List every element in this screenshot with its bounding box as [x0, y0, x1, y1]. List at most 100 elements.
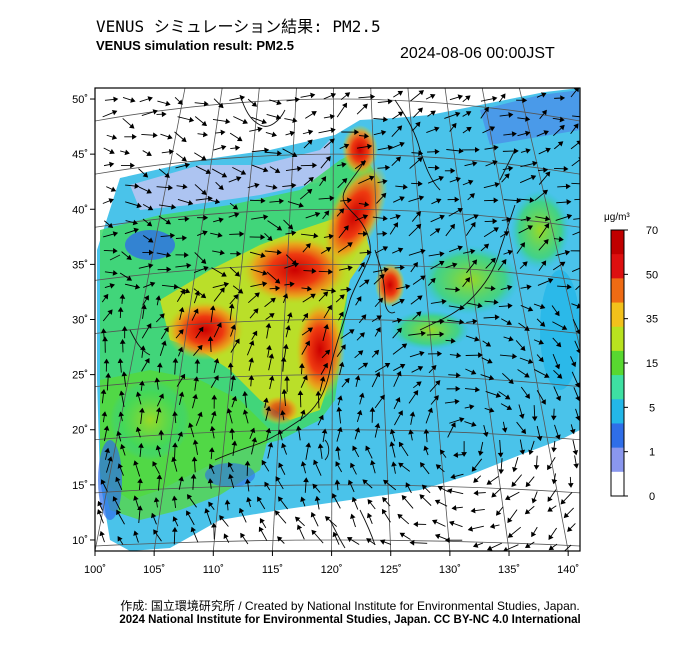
wind-arrowhead: [441, 298, 447, 305]
wind-arrowhead: [103, 425, 110, 431]
wind-arrowhead: [314, 495, 321, 502]
wind-arrowhead: [230, 324, 236, 330]
wind-arrowhead: [100, 389, 107, 395]
meridian: [331, 88, 334, 551]
wind-arrowhead: [470, 248, 476, 255]
wind-arrowhead: [450, 338, 456, 344]
wind-arrowhead: [263, 214, 269, 220]
wind-arrowhead: [181, 156, 187, 162]
wind-arrowhead: [109, 148, 115, 155]
parallel: [95, 374, 580, 388]
wind-arrowhead: [455, 372, 461, 379]
wind-arrowhead: [124, 149, 130, 156]
lon-tick-label: 120˚: [321, 564, 343, 576]
wind-arrowhead: [149, 249, 154, 256]
meridian: [518, 88, 580, 350]
wind-arrowhead: [111, 134, 118, 140]
wind-arrowhead: [261, 459, 267, 466]
wind-arrowhead: [472, 542, 479, 548]
wind-arrowhead: [566, 213, 573, 220]
wind-arrowhead: [551, 479, 558, 485]
colorbar-swatch: [611, 447, 624, 473]
wind-arrowhead: [310, 293, 316, 299]
wind-arrowhead: [544, 372, 550, 378]
wind-arrowhead: [399, 264, 405, 271]
wind-arrowhead: [470, 221, 476, 228]
wind-arrowhead: [538, 356, 544, 363]
wind-arrowhead: [335, 446, 341, 452]
wind-arrowhead: [294, 516, 301, 522]
wind-arrowhead: [277, 496, 284, 502]
wind-arrowhead: [531, 498, 537, 504]
wind-arrowhead: [374, 422, 381, 429]
wind-arrowhead: [265, 322, 272, 329]
colorbar-unit: μg/m³: [604, 212, 630, 223]
meridian: [95, 88, 186, 551]
wind-arrowhead: [495, 392, 502, 398]
wind-arrowhead: [527, 358, 534, 364]
wind-arrowhead: [200, 293, 207, 299]
wind-arrowhead: [455, 385, 461, 392]
wind-arrowhead: [464, 277, 471, 283]
wind-arrowhead: [213, 358, 220, 364]
parallel: [95, 208, 580, 228]
wind-arrowhead: [522, 261, 528, 267]
wind-arrowhead: [382, 178, 388, 185]
wind-arrowhead: [147, 96, 153, 102]
wind-arrowhead: [307, 327, 314, 333]
wind-arrowhead: [97, 500, 103, 507]
wind-arrowhead: [275, 476, 281, 482]
wind-arrowhead: [186, 494, 193, 500]
lat-tick-label: 20˚: [72, 425, 88, 437]
wind-arrowhead: [305, 243, 311, 249]
wind-arrowhead: [330, 127, 336, 134]
wind-arrowhead: [420, 330, 426, 337]
wind-arrowhead: [508, 336, 514, 342]
wind-arrowhead: [506, 319, 512, 325]
wind-arrowhead: [365, 445, 371, 451]
meridian: [153, 88, 223, 551]
title-japanese: VENUS シミュレーション結果: PM2.5: [96, 17, 381, 36]
wind-arrowhead: [172, 410, 178, 417]
wind-arrowhead: [352, 445, 358, 452]
wind-arrowhead: [528, 449, 534, 455]
wind-arrowhead: [203, 100, 209, 107]
wind-arrowhead: [350, 513, 356, 520]
wind-arrowhead: [155, 444, 162, 451]
wind-arrowhead: [237, 288, 244, 294]
wind-arrowhead: [459, 318, 465, 325]
wind-arrowhead: [300, 496, 306, 502]
wind-arrowhead: [495, 510, 502, 516]
wind-arrowhead: [531, 416, 538, 422]
wind-arrowhead: [338, 311, 344, 318]
wind-arrowhead: [530, 174, 537, 181]
wind-arrowhead: [482, 431, 489, 438]
wind-arrowhead: [492, 95, 498, 102]
wind-arrowhead: [170, 232, 176, 239]
wind-arrowhead: [117, 358, 124, 364]
wind-arrowhead: [409, 411, 416, 417]
wind-arrowhead: [272, 184, 278, 190]
wind-arrowhead: [342, 102, 348, 109]
wind-arrowhead: [208, 501, 214, 508]
wind-arrowhead: [435, 380, 441, 386]
wind-arrowhead: [318, 414, 324, 421]
wind-arrowhead: [560, 499, 566, 505]
wind-arrowhead: [393, 222, 399, 228]
wind-arrowhead: [178, 306, 185, 313]
wind-arrowhead: [536, 435, 543, 442]
wind-arrowhead: [296, 524, 303, 531]
lon-tick-label: 105˚: [143, 564, 165, 576]
wind-arrowhead: [382, 246, 389, 252]
wind-arrowhead: [381, 508, 387, 515]
wind-arrowhead: [506, 216, 512, 223]
wind-arrowhead: [323, 323, 329, 330]
wind-arrowhead: [451, 505, 457, 511]
wind-arrowhead: [220, 129, 226, 136]
wind-arrowhead: [540, 399, 546, 405]
wind-arrowhead: [276, 249, 282, 256]
wind-arrowhead: [511, 131, 517, 137]
wind-arrowhead: [140, 345, 146, 351]
wind-arrowhead: [379, 394, 385, 401]
wind-arrowhead: [267, 442, 274, 448]
